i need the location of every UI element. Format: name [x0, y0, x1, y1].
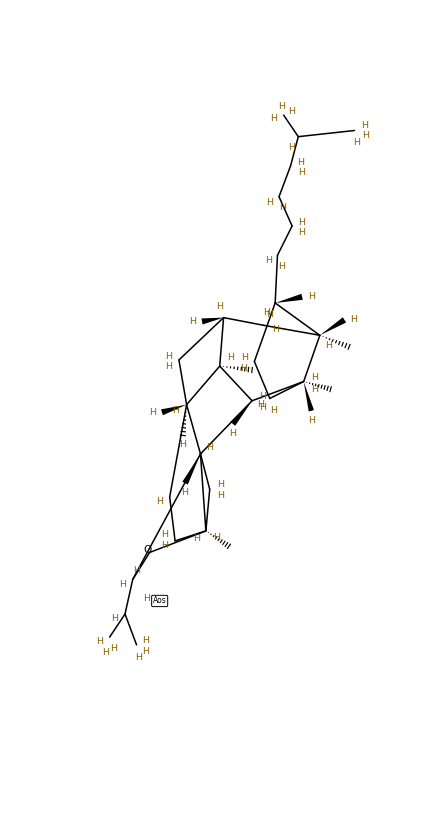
Text: H: H	[182, 488, 189, 497]
Text: H: H	[353, 137, 360, 146]
Text: H: H	[272, 325, 279, 334]
Text: H: H	[257, 400, 264, 409]
Text: H: H	[266, 310, 273, 319]
Text: H: H	[288, 143, 295, 152]
Text: H: H	[298, 228, 305, 237]
Text: H: H	[229, 429, 236, 438]
Text: H: H	[111, 614, 118, 623]
Polygon shape	[182, 454, 201, 484]
Polygon shape	[275, 294, 303, 303]
Text: H: H	[142, 636, 149, 645]
Text: H: H	[241, 353, 248, 362]
Polygon shape	[320, 317, 346, 335]
Text: H: H	[278, 263, 285, 272]
Text: H: H	[193, 534, 200, 543]
Text: H: H	[133, 566, 140, 575]
Text: H: H	[308, 416, 315, 425]
Text: H: H	[259, 403, 266, 412]
Text: H: H	[96, 637, 103, 646]
Text: H: H	[110, 645, 117, 654]
Text: H: H	[189, 317, 196, 326]
Text: Aos: Aos	[153, 596, 166, 605]
Text: H: H	[311, 384, 318, 393]
Text: H: H	[166, 362, 173, 371]
Text: H: H	[119, 580, 126, 589]
Text: H: H	[311, 373, 318, 382]
Text: H: H	[298, 169, 305, 178]
Polygon shape	[161, 405, 187, 416]
Text: O: O	[143, 545, 152, 555]
Text: H: H	[270, 406, 277, 415]
Polygon shape	[230, 401, 252, 426]
Text: H: H	[227, 353, 234, 362]
Text: H: H	[216, 303, 223, 312]
Text: H: H	[149, 408, 156, 417]
Text: H: H	[156, 497, 163, 506]
Text: H: H	[266, 198, 273, 207]
Text: H: H	[361, 120, 368, 129]
Text: H: H	[297, 158, 304, 167]
Text: H: H	[270, 115, 277, 124]
Text: H: H	[206, 443, 213, 452]
Text: H: H	[362, 132, 369, 141]
Text: H: H	[172, 407, 179, 416]
Text: H: H	[278, 102, 285, 111]
Text: H: H	[350, 316, 357, 325]
Text: H: H	[263, 308, 270, 317]
Polygon shape	[201, 317, 224, 325]
Text: H: H	[142, 646, 149, 655]
Text: H: H	[288, 107, 295, 116]
Text: H: H	[326, 341, 333, 350]
Text: H: H	[259, 392, 266, 401]
Text: H: H	[298, 218, 305, 227]
Text: H: H	[161, 541, 168, 550]
Text: H: H	[279, 203, 286, 212]
Text: H: H	[102, 648, 109, 657]
Text: H: H	[213, 533, 220, 542]
Text: H: H	[240, 364, 247, 373]
Text: H: H	[217, 480, 224, 489]
Text: H: H	[179, 440, 186, 449]
Text: H: H	[143, 594, 150, 603]
Text: H: H	[265, 256, 272, 265]
Text: H: H	[166, 352, 173, 361]
Text: H: H	[217, 491, 224, 500]
Text: H: H	[308, 292, 315, 301]
Polygon shape	[304, 381, 314, 411]
Text: H: H	[135, 653, 142, 662]
Text: H: H	[161, 530, 168, 539]
